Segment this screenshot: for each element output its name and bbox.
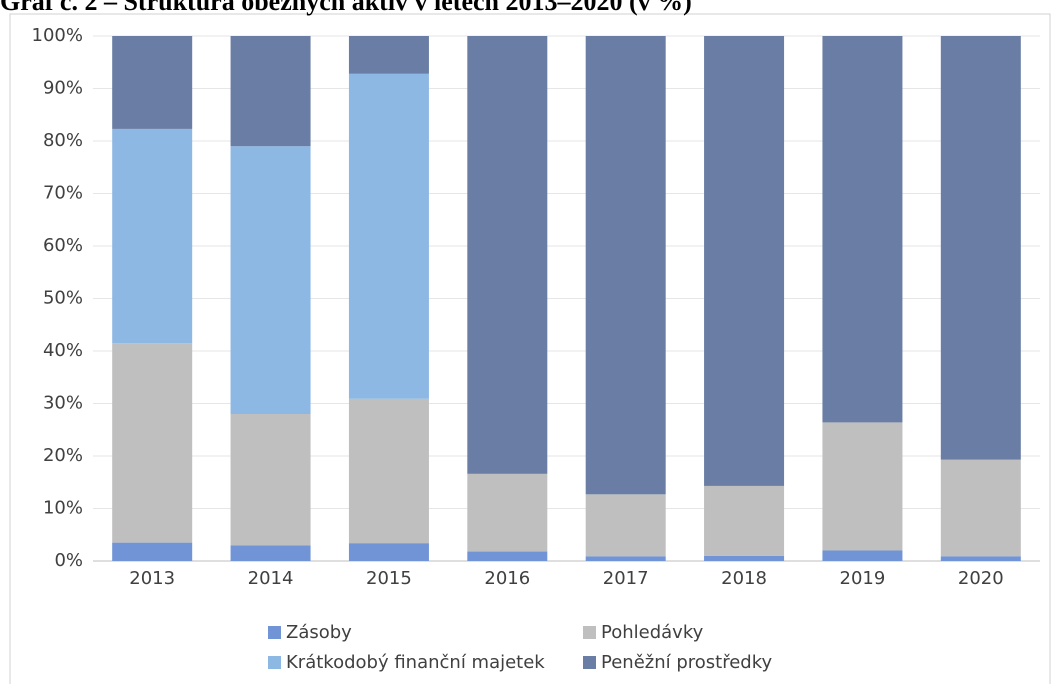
x-tick-label: 2014	[248, 568, 294, 589]
y-tick-label: 20%	[43, 445, 83, 466]
bar-segment	[112, 343, 193, 543]
y-tick-label: 100%	[32, 25, 83, 46]
legend-label: Pohledávky	[601, 622, 704, 643]
legend-swatch	[583, 656, 596, 669]
bar-segment	[112, 36, 193, 129]
bar-segment	[112, 542, 193, 561]
bar-segment	[940, 556, 1021, 561]
bar-segment	[704, 36, 785, 486]
bar-segment	[112, 128, 193, 344]
x-tick-label: 2020	[958, 568, 1004, 589]
legend-swatch	[268, 656, 281, 669]
chart-title: Graf č. 2 – Struktura oběžných aktiv v l…	[0, 0, 692, 16]
bar-segment	[230, 36, 311, 147]
x-tick-label: 2015	[366, 568, 412, 589]
bar-segment	[230, 545, 311, 561]
y-tick-label: 0%	[54, 550, 83, 571]
bar-segment	[467, 36, 548, 474]
y-tick-label: 50%	[43, 288, 83, 309]
bar-segment	[822, 36, 903, 423]
bar-segment	[704, 485, 785, 556]
y-tick-label: 60%	[43, 235, 83, 256]
bar-segment	[467, 473, 548, 552]
y-tick-label: 90%	[43, 78, 83, 99]
legend-swatch	[583, 626, 596, 639]
bar-segment	[348, 398, 429, 544]
bar-segment	[585, 36, 666, 495]
bar-segment	[230, 414, 311, 546]
bar-segment	[704, 555, 785, 561]
legend-label: Zásoby	[286, 622, 352, 643]
bar-segment	[940, 459, 1021, 557]
y-tick-label: 10%	[43, 498, 83, 519]
bar-segment	[230, 146, 311, 414]
x-tick-label: 2018	[721, 568, 767, 589]
bar-segment	[467, 551, 548, 561]
bar-segment	[585, 494, 666, 557]
y-tick-label: 30%	[43, 393, 83, 414]
bar-segment	[348, 36, 429, 74]
y-tick-label: 70%	[43, 183, 83, 204]
legend-label: Peněžní prostředky	[601, 652, 773, 673]
x-tick-label: 2013	[129, 568, 175, 589]
bar-segment	[348, 543, 429, 561]
y-tick-label: 80%	[43, 130, 83, 151]
x-tick-label: 2016	[484, 568, 530, 589]
legend-label: Krátkodobý finanční majetek	[286, 652, 545, 673]
legend-swatch	[268, 626, 281, 639]
y-tick-label: 40%	[43, 340, 83, 361]
bar-segment	[585, 556, 666, 561]
bar-segment	[822, 550, 903, 561]
bar-segment	[940, 36, 1021, 460]
x-tick-label: 2019	[840, 568, 886, 589]
x-tick-label: 2017	[603, 568, 649, 589]
bar-segment	[348, 73, 429, 399]
bar-segment	[822, 422, 903, 551]
